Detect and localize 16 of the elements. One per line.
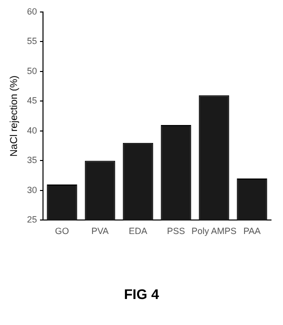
y-tick-label: 60 — [26, 6, 38, 16]
y-tick-label: 35 — [26, 155, 38, 166]
x-tick-label: GO — [55, 226, 70, 236]
x-tick-label: PAA — [243, 226, 261, 236]
y-tick-label: 25 — [26, 214, 38, 225]
y-tick-label: 40 — [26, 125, 38, 136]
x-tick-label: Poly AMPS — [191, 226, 237, 236]
x-tick-label: PVA — [91, 226, 109, 236]
x-tick-label: EDA — [128, 226, 148, 236]
x-tick-label: PSS — [166, 226, 186, 236]
y-axis-title: NaCl rejection (%) — [8, 76, 20, 157]
y-tick-label: 30 — [26, 184, 38, 195]
y-tick-label: 50 — [26, 66, 38, 76]
caption: FIG 4 — [122, 286, 160, 302]
y-tick-label: 55 — [26, 36, 38, 46]
y-tick-label: 45 — [26, 96, 38, 106]
